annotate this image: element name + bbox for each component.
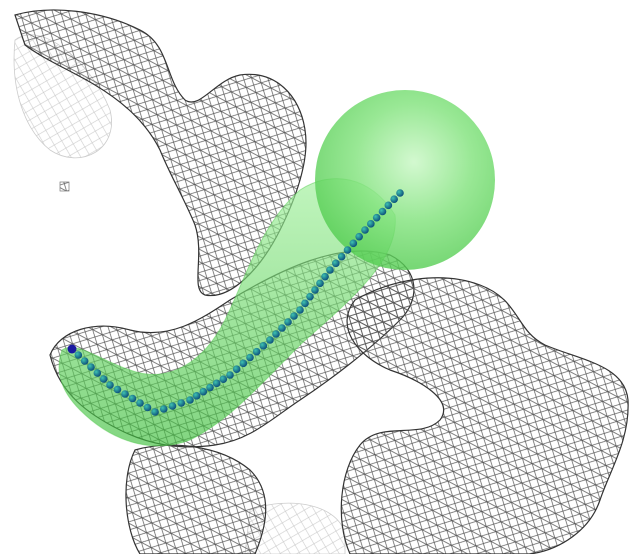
centerline-dot	[177, 399, 185, 407]
page: (() => { const ns = 'http://www.w3.org/2…	[0, 0, 631, 554]
centerline-dot	[396, 189, 404, 197]
centerline-dot	[94, 369, 102, 377]
centerline-dot	[296, 306, 304, 314]
centerline-dot	[332, 260, 340, 268]
centerline-dot	[136, 399, 144, 407]
centerline-dot	[306, 293, 314, 301]
centerline-dot	[301, 300, 309, 308]
centerline-dot	[106, 381, 114, 389]
centerline-dot	[87, 363, 95, 371]
centerline-dot	[321, 273, 329, 281]
centerline-dot	[253, 348, 261, 356]
centerline-dot	[373, 214, 381, 222]
centerline-dot	[129, 395, 137, 403]
centerline-dot	[100, 375, 108, 383]
centerline-dot	[350, 240, 358, 248]
centerline-dot	[278, 324, 286, 332]
centerline-dot	[206, 384, 214, 392]
centerline-dot	[338, 253, 346, 261]
centerline-dot	[316, 280, 324, 288]
centerline-dot	[284, 318, 292, 326]
centerline-dot	[186, 396, 194, 404]
centerline-dot	[361, 226, 369, 234]
centerline-dot	[390, 195, 398, 203]
tunnel-sphere	[315, 90, 495, 270]
centerline-dot	[233, 365, 241, 373]
centerline-dot	[326, 266, 334, 274]
centerline-dot	[75, 351, 83, 359]
centerline-dot	[151, 408, 159, 416]
centerline-dot	[344, 246, 352, 254]
centerline-dot	[160, 405, 168, 413]
centerline-dot	[272, 330, 280, 338]
centerline-dot	[121, 390, 129, 398]
centerline-dot	[200, 388, 208, 396]
centerline-dot	[81, 357, 89, 365]
centerline-dot	[385, 202, 393, 210]
centerline-dot	[246, 354, 254, 362]
centerline-dot	[266, 336, 274, 344]
centerline-dot	[379, 208, 387, 216]
centerline-dot	[213, 380, 221, 388]
centerline-dot	[260, 342, 268, 350]
centerline-dot	[290, 312, 298, 320]
centerline-dot	[226, 371, 234, 379]
centerline-dot	[169, 402, 177, 410]
centerline-dot	[220, 375, 228, 383]
centerline-dot	[114, 386, 122, 394]
centerline-dot	[68, 345, 77, 354]
centerline-dot	[240, 360, 248, 368]
centerline-dot	[355, 233, 363, 241]
centerline-dot	[193, 392, 201, 400]
centerline-dot	[311, 286, 319, 294]
centerline-dot	[367, 220, 375, 228]
mesh-fragment	[60, 182, 69, 191]
molecular-scene	[0, 0, 631, 554]
centerline-dot	[144, 404, 152, 412]
